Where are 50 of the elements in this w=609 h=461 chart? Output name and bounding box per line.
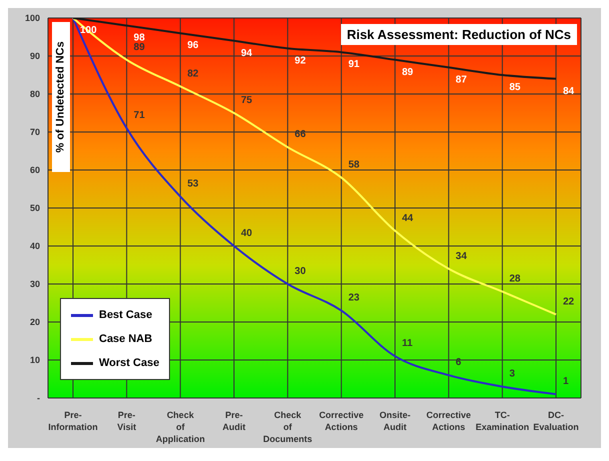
- data-label: 58: [348, 160, 360, 171]
- data-label: 87: [456, 74, 468, 86]
- x-tick-label: Check of Application: [156, 410, 205, 444]
- y-tick-label: 100: [24, 13, 40, 24]
- y-tick-label: -: [37, 393, 40, 404]
- x-tick-label: Pre-Visit: [117, 410, 136, 432]
- data-label: 3: [509, 368, 516, 380]
- data-label: 44: [402, 212, 414, 224]
- y-tick-label: 10: [30, 355, 40, 366]
- data-label: 89: [402, 66, 414, 78]
- data-label: 34: [456, 250, 468, 262]
- y-tick-label: 90: [30, 51, 40, 62]
- y-tick-label: 20: [30, 317, 40, 328]
- x-tick-label: DC-Evaluation: [533, 410, 579, 432]
- data-label: 71: [134, 110, 146, 122]
- x-tick-label: Corrective Actions: [426, 410, 471, 432]
- data-label: 1: [563, 376, 569, 388]
- legend-label: Case NAB: [99, 333, 152, 345]
- data-label: 11: [402, 338, 414, 350]
- data-label: 91: [348, 59, 360, 70]
- data-label: 30: [294, 266, 306, 277]
- x-tick-label: Corrective Actions: [319, 410, 364, 432]
- x-tick-label: Onsite-Audit: [379, 410, 411, 432]
- data-label: 89: [134, 42, 146, 53]
- data-label: 92: [294, 55, 306, 66]
- text: Risk Assessment: Reduction of NCs: [340, 24, 577, 45]
- data-label: 23: [348, 292, 360, 304]
- y-tick-label: 40: [30, 241, 40, 252]
- data-label: 96: [187, 40, 199, 52]
- data-label: 28: [509, 274, 521, 285]
- data-label: 22: [563, 296, 575, 308]
- y-tick-label: 30: [30, 279, 40, 290]
- legend-label: Worst Case: [99, 357, 160, 369]
- y-tick-label: 50: [30, 203, 40, 214]
- y-axis-title: % of Undetected NCs: [55, 41, 67, 153]
- x-tick-label: Pre-Audit: [222, 410, 246, 432]
- legend-label: Best Case: [99, 309, 152, 321]
- data-label: 82: [187, 68, 199, 80]
- x-tick-label: TC-Examination: [476, 410, 530, 432]
- data-label: 85: [509, 82, 521, 93]
- data-label: 53: [187, 178, 199, 190]
- x-tick-label: Pre-Information: [48, 410, 98, 432]
- data-label: 75: [241, 95, 253, 106]
- y-tick-label: 80: [30, 89, 40, 100]
- y-tick-label: 60: [30, 165, 40, 176]
- label-box: % of Undetected NCs: [52, 22, 70, 172]
- x-tick-label: Check of Documents: [263, 410, 312, 444]
- y-tick-label: 70: [30, 127, 40, 138]
- data-label: 40: [241, 228, 253, 239]
- data-label: 98: [134, 32, 146, 44]
